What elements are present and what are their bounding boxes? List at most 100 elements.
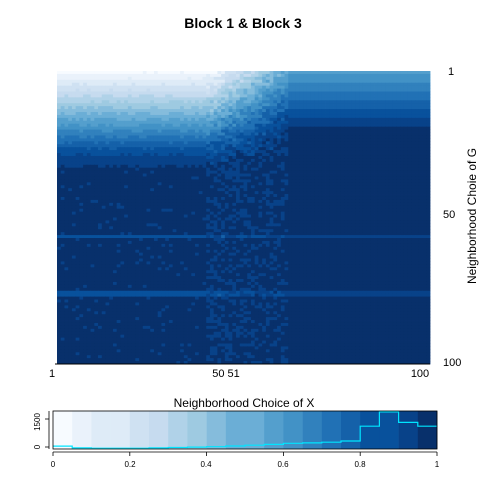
heatmap-cell xyxy=(351,109,356,113)
heatmap-cell xyxy=(321,191,326,195)
heatmap-cell xyxy=(295,97,300,101)
heatmap-cell xyxy=(381,91,386,95)
heatmap-cell xyxy=(180,161,185,166)
heatmap-cell xyxy=(295,194,300,198)
heatmap-cell xyxy=(381,182,386,186)
heatmap-cell xyxy=(336,150,341,154)
heatmap-cell xyxy=(321,176,326,180)
heatmap-cell xyxy=(213,208,218,213)
heatmap-cell xyxy=(291,88,297,92)
heatmap-cell xyxy=(318,150,323,154)
heatmap-cell xyxy=(377,76,382,81)
heatmap-cell xyxy=(150,176,155,180)
heatmap-cell xyxy=(329,176,334,180)
heatmap-cell xyxy=(277,205,282,210)
heatmap-cell xyxy=(165,100,170,104)
heatmap-cell xyxy=(217,97,222,101)
heatmap-cell xyxy=(239,144,244,148)
heatmap-cell xyxy=(284,135,289,139)
heatmap-cell xyxy=(385,147,390,151)
heatmap-cell xyxy=(351,182,356,186)
heatmap-cell xyxy=(314,135,319,139)
heatmap-cell xyxy=(344,114,349,119)
heatmap-cell xyxy=(295,182,300,186)
heatmap-cell xyxy=(280,126,285,130)
heatmap-cell xyxy=(90,126,95,130)
heatmap-cell xyxy=(124,188,129,192)
heatmap-cell xyxy=(422,141,427,145)
heatmap-cell xyxy=(127,153,132,157)
heatmap-cell xyxy=(403,79,409,84)
heatmap-cell xyxy=(321,147,326,151)
heatmap-cell xyxy=(142,182,147,186)
heatmap-cell xyxy=(288,76,293,81)
heatmap-cell xyxy=(336,103,341,107)
heatmap-cell xyxy=(75,88,80,92)
heatmap-cell xyxy=(213,123,218,128)
heatmap-cell xyxy=(221,73,226,78)
heatmap-cell xyxy=(388,117,394,122)
heatmap-cell xyxy=(98,214,103,218)
heatmap-cell xyxy=(291,82,297,87)
heatmap-cell xyxy=(422,194,427,198)
heatmap-cell xyxy=(370,164,375,169)
heatmap-cell xyxy=(314,79,319,84)
heatmap-cell xyxy=(392,126,397,130)
heatmap-cell xyxy=(120,170,125,174)
heatmap-cell xyxy=(344,97,349,101)
heatmap-cell xyxy=(254,117,259,122)
heatmap-cell xyxy=(57,120,62,125)
heatmap-cell xyxy=(157,188,162,192)
heatmap-cell xyxy=(340,85,345,89)
heatmap-cell xyxy=(228,94,233,98)
heatmap-cell xyxy=(232,94,237,98)
heatmap-cell xyxy=(254,97,259,101)
heatmap-cell xyxy=(288,73,293,78)
heatmap-cell xyxy=(347,129,353,133)
heatmap-cell xyxy=(105,147,110,151)
heatmap-cell xyxy=(161,167,166,172)
heatmap-cell xyxy=(351,106,356,110)
heatmap-cell xyxy=(124,153,129,157)
heatmap-cell xyxy=(120,94,125,98)
heatmap-cell xyxy=(388,94,394,98)
heatmap-cell xyxy=(168,199,174,204)
heatmap-cell xyxy=(90,194,95,198)
heatmap-cell xyxy=(392,185,397,189)
heatmap-cell xyxy=(176,129,181,133)
heatmap-cell xyxy=(98,188,103,192)
heatmap-cell xyxy=(247,82,252,87)
heatmap-cell xyxy=(142,129,147,133)
heatmap-cell xyxy=(86,211,91,215)
heatmap-cell xyxy=(213,97,218,101)
heatmap-cell xyxy=(426,191,431,195)
heatmap-cell xyxy=(418,150,423,154)
heatmap-cell xyxy=(191,103,196,107)
heatmap-cell xyxy=(109,106,114,110)
heatmap-cell xyxy=(161,76,166,81)
heatmap-cell xyxy=(351,214,356,218)
heatmap-cell xyxy=(355,153,360,157)
heatmap-cell xyxy=(86,71,91,75)
heatmap-cell xyxy=(329,164,334,169)
heatmap-cell xyxy=(333,202,338,207)
heatmap-cell xyxy=(64,85,69,89)
heatmap-cell xyxy=(243,85,248,89)
heatmap-cell xyxy=(403,138,409,142)
heatmap-cell xyxy=(202,150,207,154)
heatmap-cell xyxy=(127,103,132,107)
heatmap-cell xyxy=(221,188,226,192)
heatmap-cell xyxy=(359,158,364,163)
heatmap-cell xyxy=(135,153,140,157)
heatmap-cell xyxy=(161,138,166,142)
heatmap-cell xyxy=(239,100,244,104)
heatmap-cell xyxy=(325,71,330,75)
heatmap-cell xyxy=(105,214,110,218)
heatmap-cell xyxy=(426,132,431,136)
heatmap-cell xyxy=(351,188,356,192)
heatmap-cell xyxy=(388,194,394,198)
heatmap-cell xyxy=(262,85,267,89)
heatmap-cell xyxy=(213,85,218,89)
heatmap-cell xyxy=(79,176,84,180)
heatmap-cell xyxy=(295,138,300,142)
